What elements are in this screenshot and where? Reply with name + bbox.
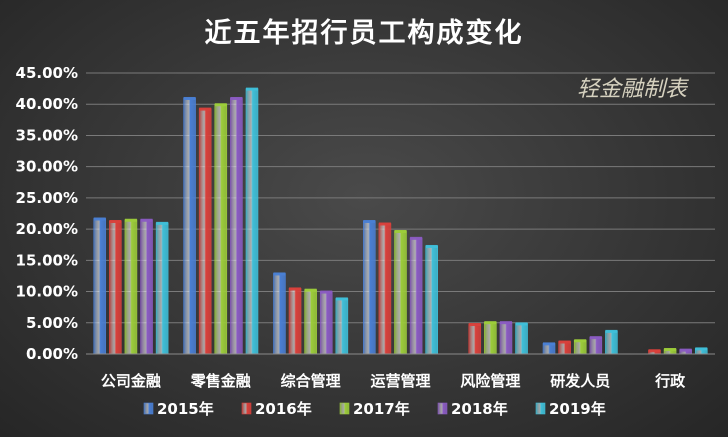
bar-top <box>273 272 286 276</box>
bar-top <box>664 348 677 352</box>
bar-top <box>230 96 243 100</box>
bar-top <box>124 218 137 222</box>
bar <box>468 323 482 355</box>
y-tick-label: 10.00% <box>16 283 78 301</box>
legend-swatch <box>339 402 350 415</box>
bar-top <box>93 217 106 221</box>
bar <box>109 220 122 355</box>
bar-top <box>183 96 196 100</box>
bar-top <box>589 336 602 340</box>
chart-title: 近五年招行员工构成变化 <box>205 17 524 49</box>
bar <box>515 323 528 355</box>
y-tick-label: 15.00% <box>16 251 78 269</box>
bar <box>214 103 228 355</box>
bar-top <box>378 222 391 226</box>
bar-top <box>363 219 376 223</box>
bar <box>140 219 153 355</box>
bar <box>93 218 107 355</box>
bar <box>335 298 349 355</box>
legend-label: 2019年 <box>549 400 606 418</box>
legend-label: 2017年 <box>353 400 410 418</box>
bar-top <box>679 348 692 352</box>
bar-top <box>574 339 587 343</box>
x-tick-label: 公司金融 <box>101 372 161 390</box>
legend-swatch <box>535 402 546 415</box>
bar <box>304 289 317 355</box>
bar-top <box>199 107 212 111</box>
y-tick-label: 20.00% <box>16 220 78 238</box>
bar <box>124 219 138 355</box>
bar <box>288 288 302 355</box>
bar <box>378 223 392 355</box>
y-tick-label: 5.00% <box>26 314 78 332</box>
legend-label: 2018年 <box>451 400 508 418</box>
bar-top <box>289 287 302 291</box>
bar <box>155 222 169 355</box>
bar <box>409 237 423 355</box>
bar-top <box>468 323 481 327</box>
bar <box>273 273 286 355</box>
bar <box>198 108 212 355</box>
bar-top <box>484 321 497 325</box>
bar-top <box>156 221 169 225</box>
bar-top <box>648 349 661 353</box>
chart-watermark: 轻金融制表 <box>577 77 689 102</box>
bar <box>394 230 407 355</box>
bar-top <box>304 288 317 292</box>
axis-layer: 0.00% 5.00% 10.00% 15.00% 20.00% 25.00% 30.00%… <box>16 64 715 390</box>
y-tick-label: 0.00% <box>26 345 78 363</box>
bar-top <box>499 321 512 325</box>
x-tick-label: 综合管理 <box>281 372 341 390</box>
bar-top <box>515 322 528 326</box>
x-tick-label: 研发人员 <box>550 372 610 390</box>
legend-swatch <box>437 402 448 415</box>
bar-top <box>109 219 122 223</box>
bar <box>573 339 587 355</box>
bar <box>499 321 513 355</box>
bars-layer <box>93 87 708 355</box>
x-tick-label: 零售金融 <box>190 372 251 390</box>
bar-top <box>245 87 258 91</box>
bar <box>183 97 196 355</box>
bar-top <box>605 329 618 333</box>
bar <box>589 336 603 355</box>
y-tick-label: 25.00% <box>16 189 78 207</box>
x-tick-label: 风险管理 <box>460 372 520 390</box>
x-tick-label: 运营管理 <box>370 372 430 390</box>
legend: 2015年 2016年 2017年 2018年 2019年 <box>143 400 606 418</box>
bar-top <box>394 229 407 233</box>
legend-swatch <box>241 402 252 415</box>
bar-top <box>543 342 556 346</box>
legend-swatch <box>143 402 154 415</box>
bar <box>362 220 376 355</box>
bar-top <box>320 290 333 294</box>
bar-top <box>335 297 348 301</box>
y-tick-label: 40.00% <box>16 95 78 113</box>
bar <box>484 321 497 355</box>
bar <box>425 245 439 355</box>
y-tick-label: 45.00% <box>16 64 78 82</box>
bar <box>230 97 243 355</box>
x-tick-label: 行政 <box>654 372 686 390</box>
y-tick-label: 30.00% <box>16 158 78 176</box>
legend-label: 2016年 <box>255 400 312 418</box>
bar-top <box>425 244 438 248</box>
bar-top <box>214 103 227 107</box>
legend-label: 2015年 <box>157 400 214 418</box>
bar-top <box>695 347 708 351</box>
bar-top <box>140 218 153 222</box>
bar-top <box>558 340 571 344</box>
bar <box>245 88 259 355</box>
bar <box>319 291 333 355</box>
y-tick-label: 35.00% <box>16 126 78 144</box>
bar <box>605 330 618 355</box>
bar-top <box>410 236 423 240</box>
